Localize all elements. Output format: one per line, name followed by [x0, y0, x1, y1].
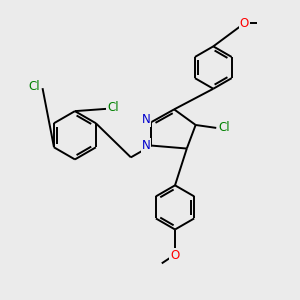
Text: N: N: [142, 113, 151, 126]
Text: Cl: Cl: [107, 101, 119, 114]
Text: O: O: [240, 17, 249, 30]
Text: N: N: [142, 139, 151, 152]
Text: Cl: Cl: [219, 122, 230, 134]
Text: Cl: Cl: [29, 80, 40, 93]
Text: O: O: [170, 249, 180, 262]
